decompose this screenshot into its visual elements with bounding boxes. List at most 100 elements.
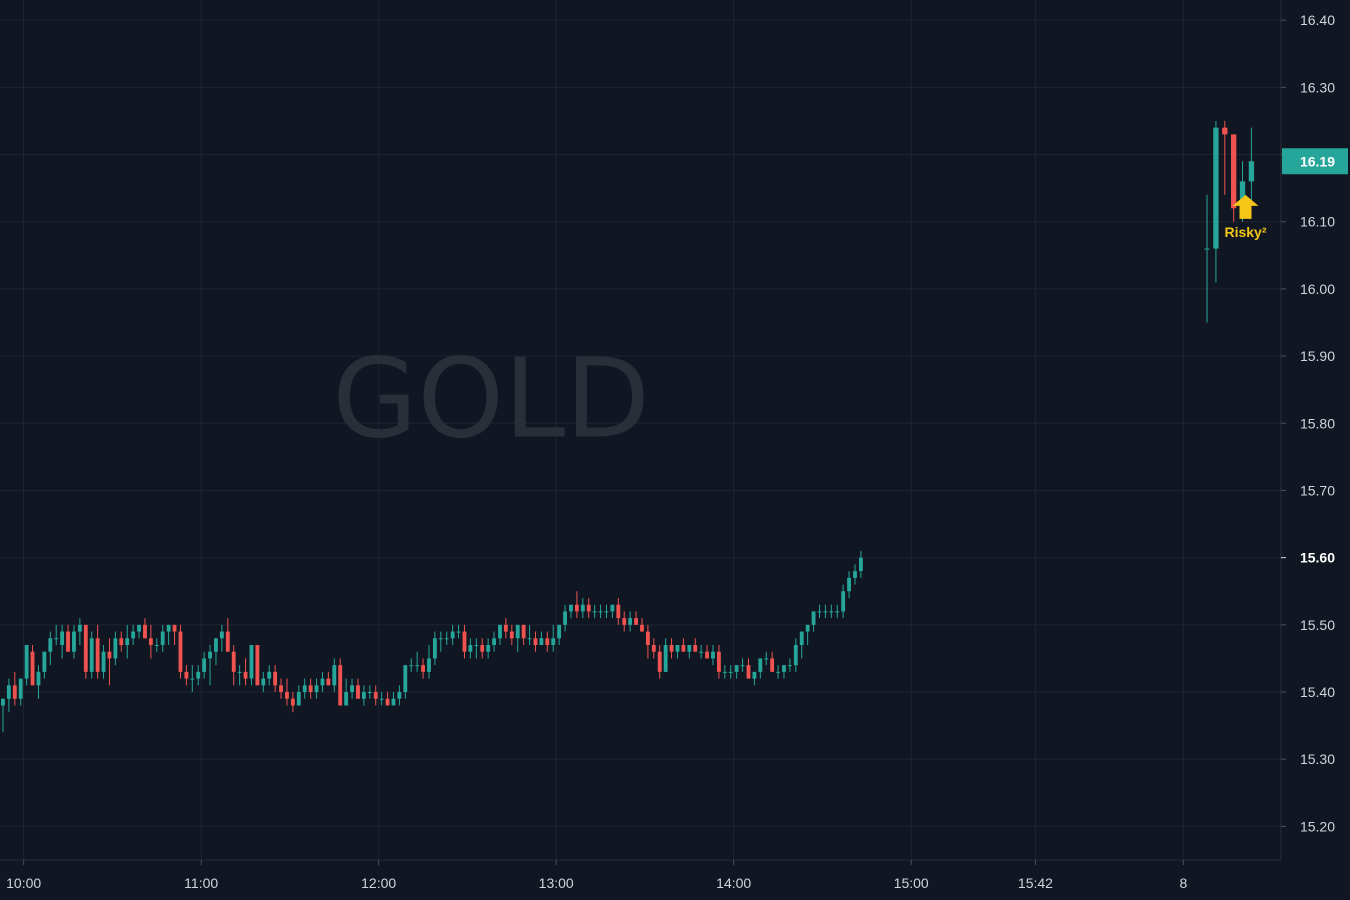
candle[interactable] <box>669 638 674 659</box>
candle[interactable] <box>148 624 153 659</box>
candle[interactable] <box>610 604 615 619</box>
candle[interactable] <box>835 604 840 619</box>
candle[interactable] <box>758 658 763 679</box>
candle[interactable] <box>1 698 5 733</box>
candle[interactable] <box>107 638 112 686</box>
candle[interactable] <box>722 665 727 679</box>
candle[interactable] <box>66 624 70 652</box>
candle[interactable] <box>645 624 650 659</box>
candle[interactable] <box>734 665 739 679</box>
candle[interactable] <box>503 618 508 639</box>
candle[interactable] <box>77 618 82 645</box>
candle[interactable] <box>160 624 165 652</box>
candle[interactable] <box>24 645 29 686</box>
candle[interactable] <box>190 665 195 693</box>
candle[interactable] <box>539 631 544 645</box>
candle[interactable] <box>752 671 757 686</box>
candle[interactable] <box>314 678 319 699</box>
candle[interactable] <box>255 645 260 686</box>
candle[interactable] <box>592 604 597 619</box>
candle[interactable] <box>267 665 272 686</box>
candle[interactable] <box>225 618 230 652</box>
candle[interactable] <box>474 638 479 659</box>
candle[interactable] <box>131 624 136 645</box>
candle[interactable] <box>1213 120 1219 283</box>
candle[interactable] <box>480 638 485 659</box>
candle[interactable] <box>563 604 567 632</box>
candle[interactable] <box>6 678 11 713</box>
candle[interactable] <box>1204 194 1210 323</box>
candle[interactable] <box>799 631 804 659</box>
candle[interactable] <box>397 685 402 706</box>
candle[interactable] <box>12 671 17 706</box>
candle[interactable] <box>746 658 751 679</box>
candle[interactable] <box>533 631 538 652</box>
candle[interactable] <box>54 624 59 645</box>
candle[interactable] <box>432 631 437 666</box>
candle[interactable] <box>285 678 289 706</box>
candle[interactable] <box>468 638 473 659</box>
candle[interactable] <box>302 678 307 699</box>
candle[interactable] <box>427 645 431 679</box>
candle[interactable] <box>693 638 698 652</box>
candle[interactable] <box>486 638 491 659</box>
candle[interactable] <box>823 604 828 619</box>
candle[interactable] <box>728 665 733 679</box>
candle[interactable] <box>60 624 65 659</box>
candle[interactable] <box>776 665 780 679</box>
candle[interactable] <box>498 624 502 645</box>
candle[interactable] <box>83 624 88 679</box>
candle[interactable] <box>640 618 644 632</box>
candle[interactable] <box>829 604 834 619</box>
candle[interactable] <box>574 591 579 619</box>
candle[interactable] <box>509 624 514 645</box>
candle[interactable] <box>344 678 349 706</box>
candle[interactable] <box>166 624 171 645</box>
candle[interactable] <box>793 638 798 672</box>
candle[interactable] <box>243 658 248 686</box>
candle[interactable] <box>569 604 573 619</box>
candle[interactable] <box>521 624 526 645</box>
candle[interactable] <box>338 658 343 706</box>
candle[interactable] <box>687 645 692 659</box>
candle[interactable] <box>154 638 159 652</box>
candle[interactable] <box>853 564 857 585</box>
candle[interactable] <box>764 651 769 666</box>
candle[interactable] <box>1248 127 1255 202</box>
candle[interactable] <box>782 665 786 679</box>
candle[interactable] <box>622 611 627 632</box>
candle[interactable] <box>415 651 420 672</box>
candle[interactable] <box>42 651 47 679</box>
candle[interactable] <box>421 658 425 679</box>
candle[interactable] <box>125 624 130 659</box>
candle[interactable] <box>438 631 443 652</box>
candle[interactable] <box>551 624 556 652</box>
candle[interactable] <box>699 645 704 659</box>
candle[interactable] <box>604 604 609 619</box>
candle[interactable] <box>740 658 745 672</box>
candle[interactable] <box>237 665 242 686</box>
candle[interactable] <box>409 658 414 672</box>
candle[interactable] <box>373 685 378 706</box>
candle[interactable] <box>817 604 822 619</box>
candle[interactable] <box>261 671 266 693</box>
candle[interactable] <box>208 645 212 686</box>
candle[interactable] <box>320 671 325 693</box>
candle[interactable] <box>143 618 147 639</box>
candle[interactable] <box>634 611 638 625</box>
candle[interactable] <box>367 685 372 699</box>
candle[interactable] <box>716 645 721 679</box>
candle[interactable] <box>492 631 496 652</box>
candle[interactable] <box>1231 134 1237 222</box>
candle[interactable] <box>202 651 207 679</box>
candle[interactable] <box>616 597 621 625</box>
candle[interactable] <box>178 624 183 679</box>
candle[interactable] <box>462 624 467 659</box>
candle[interactable] <box>249 645 254 686</box>
candle[interactable] <box>1222 120 1228 195</box>
candle[interactable] <box>356 678 360 699</box>
candle[interactable] <box>95 624 100 679</box>
candle[interactable] <box>326 671 331 686</box>
candle[interactable] <box>450 624 455 645</box>
candle[interactable] <box>444 631 449 645</box>
